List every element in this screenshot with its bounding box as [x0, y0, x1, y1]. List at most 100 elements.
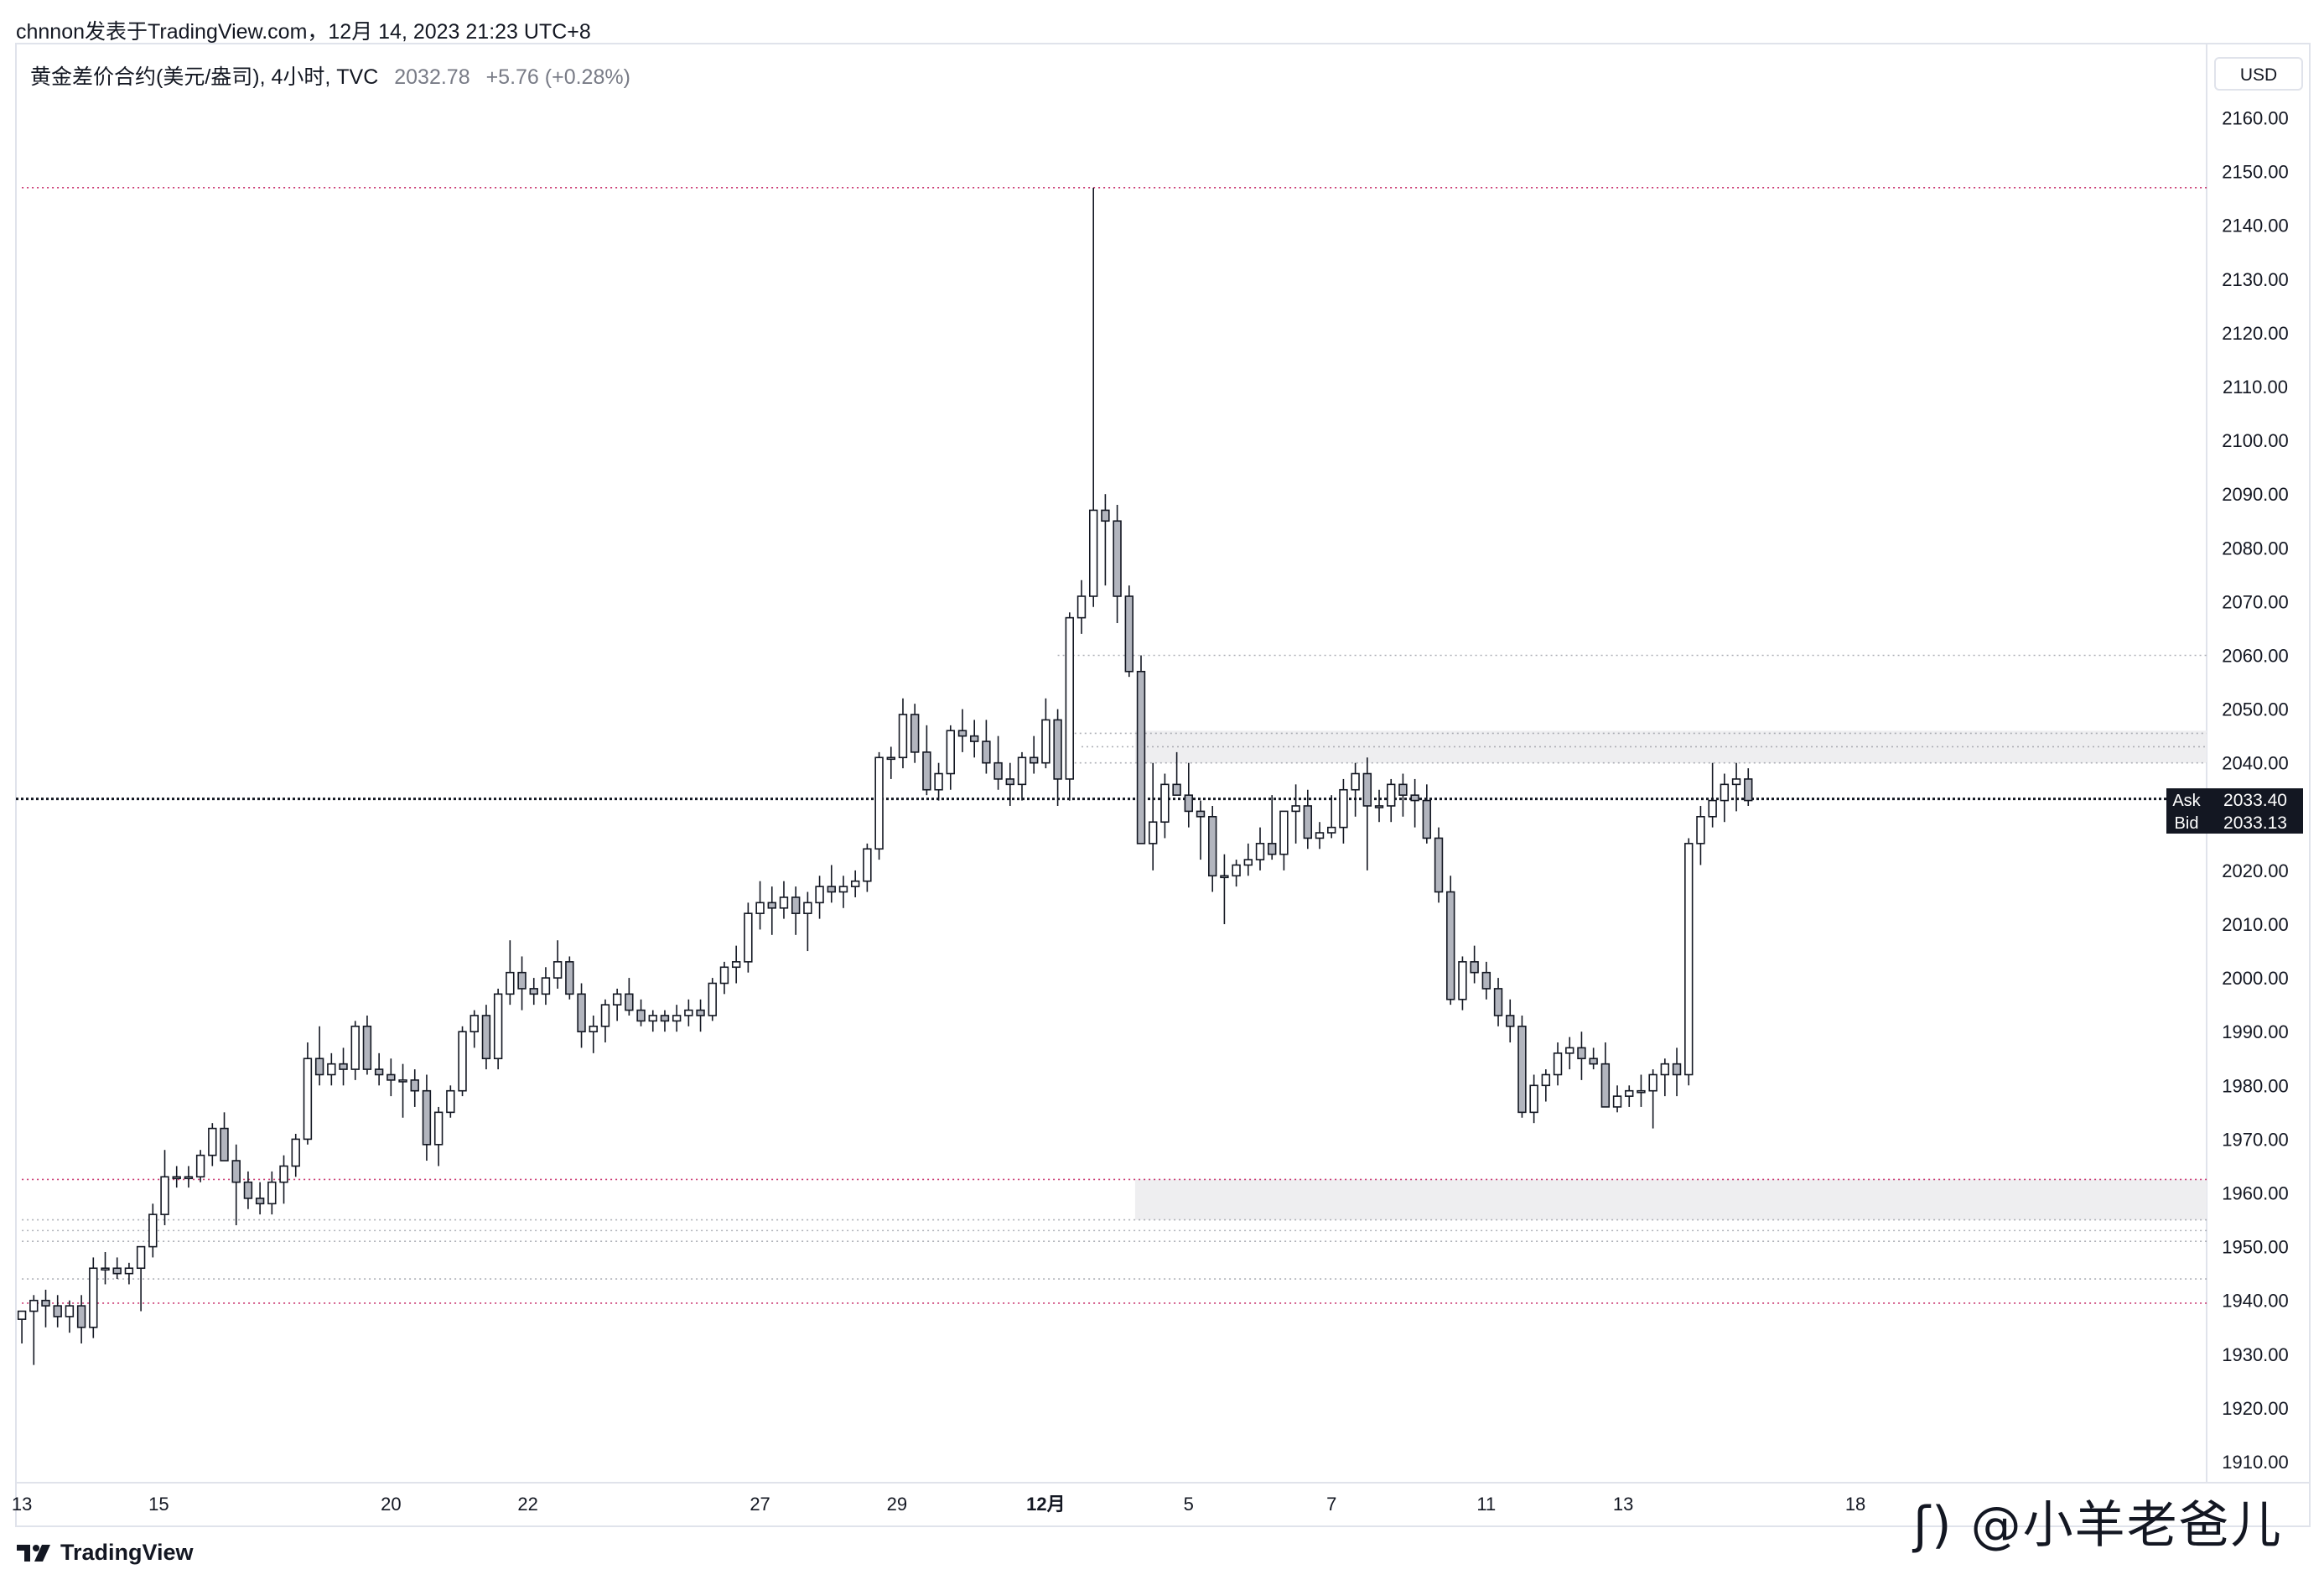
legend-symbol[interactable]: 黄金差价合约(美元/盎司), 4小时, TVC: [30, 65, 379, 89]
candle-body: [1149, 821, 1158, 844]
candle: [1088, 187, 1098, 607]
candle: [29, 1295, 39, 1365]
candle-body: [350, 1025, 360, 1070]
candle: [184, 1166, 194, 1188]
candle-body: [1184, 794, 1194, 813]
candle: [1101, 494, 1110, 586]
candle-body: [339, 1063, 348, 1070]
quote-tags: Ask 2033.40 Bid 2033.13: [2166, 788, 2303, 834]
y-tick-label: 2110.00: [2223, 377, 2288, 398]
candle: [1493, 978, 1503, 1026]
currency-button[interactable]: USD: [2214, 57, 2303, 91]
candle: [982, 720, 991, 774]
candle-body: [1268, 843, 1277, 855]
candle: [934, 762, 943, 801]
candle-body: [1315, 832, 1325, 839]
candle-body: [577, 993, 586, 1032]
candle: [838, 876, 848, 908]
candle: [1291, 784, 1300, 844]
candle: [1506, 999, 1515, 1043]
candle: [1005, 762, 1014, 806]
candle: [422, 1074, 432, 1161]
candle-body: [1303, 805, 1313, 839]
candle-body: [1720, 783, 1730, 802]
ask-value: 2033.40: [2223, 791, 2287, 810]
candle-body: [1374, 805, 1384, 808]
candle-body: [815, 886, 824, 904]
candle: [53, 1295, 62, 1328]
candle-body: [934, 772, 943, 791]
x-tick-label: 13: [1613, 1494, 1633, 1515]
candle: [76, 1295, 86, 1343]
candle-body: [565, 961, 574, 995]
candle: [1577, 1032, 1586, 1080]
candle-body: [1136, 670, 1146, 844]
candle: [577, 983, 586, 1048]
candle-body: [291, 1138, 300, 1167]
candle-body: [1076, 595, 1087, 619]
candle: [708, 978, 717, 1021]
candle-body: [863, 848, 872, 882]
candle: [946, 725, 955, 790]
candle: [65, 1300, 75, 1333]
candle: [1481, 961, 1491, 1000]
candle-body: [458, 1031, 467, 1092]
x-tick-label: 20: [381, 1494, 401, 1515]
candle-body: [744, 912, 753, 963]
candle-body: [1017, 756, 1027, 786]
footer-brand[interactable]: TradingView: [17, 1540, 194, 1566]
x-tick-label: 27: [750, 1494, 770, 1515]
candle-body: [1124, 595, 1134, 673]
candle: [755, 881, 765, 930]
candle-body: [1434, 837, 1444, 893]
candle: [744, 902, 753, 973]
candle-body: [208, 1127, 217, 1156]
candle-body: [1637, 1089, 1646, 1094]
candle-body: [433, 1111, 444, 1146]
candle: [458, 1026, 467, 1097]
candle: [41, 1289, 50, 1328]
candle: [827, 865, 836, 903]
candle: [506, 940, 515, 1006]
candle-body: [1053, 719, 1062, 780]
candle: [684, 999, 693, 1026]
candle-body: [552, 961, 563, 979]
candle: [1220, 854, 1229, 924]
candle-body: [243, 1181, 253, 1199]
legend-price: 2032.78: [394, 65, 470, 89]
candle: [1398, 773, 1408, 817]
candle-body: [386, 1073, 396, 1081]
x-tick-label: 7: [1326, 1494, 1336, 1515]
candle: [886, 746, 895, 779]
candle-body: [1029, 756, 1039, 764]
candle-body: [1600, 1063, 1611, 1108]
candle: [731, 945, 741, 984]
candle: [481, 1005, 491, 1070]
candle-body: [600, 1004, 610, 1027]
candle: [1113, 505, 1122, 624]
candle-body: [220, 1127, 229, 1161]
candle: [1458, 956, 1467, 1011]
candles-layer: [17, 187, 1753, 1365]
candle: [1303, 789, 1313, 850]
candle: [1387, 778, 1396, 823]
y-tick-label: 2070.00: [2222, 591, 2289, 612]
candle: [1065, 612, 1074, 801]
candle-body: [195, 1154, 205, 1178]
candle-body: [517, 971, 527, 990]
candle-body: [1458, 961, 1467, 1000]
candle-body: [1589, 1058, 1598, 1065]
candle-body: [1672, 1063, 1682, 1076]
candle: [398, 1063, 407, 1118]
candle-body: [53, 1305, 62, 1317]
ask-label: Ask: [2172, 792, 2201, 810]
candle-body: [1362, 772, 1372, 807]
candle: [922, 725, 931, 796]
candle-body: [755, 902, 765, 914]
candle-body: [1327, 826, 1336, 834]
candle: [1589, 1047, 1598, 1070]
y-tick-label: 1920.00: [2222, 1398, 2289, 1419]
candle: [124, 1262, 134, 1285]
candle-body: [314, 1058, 324, 1076]
